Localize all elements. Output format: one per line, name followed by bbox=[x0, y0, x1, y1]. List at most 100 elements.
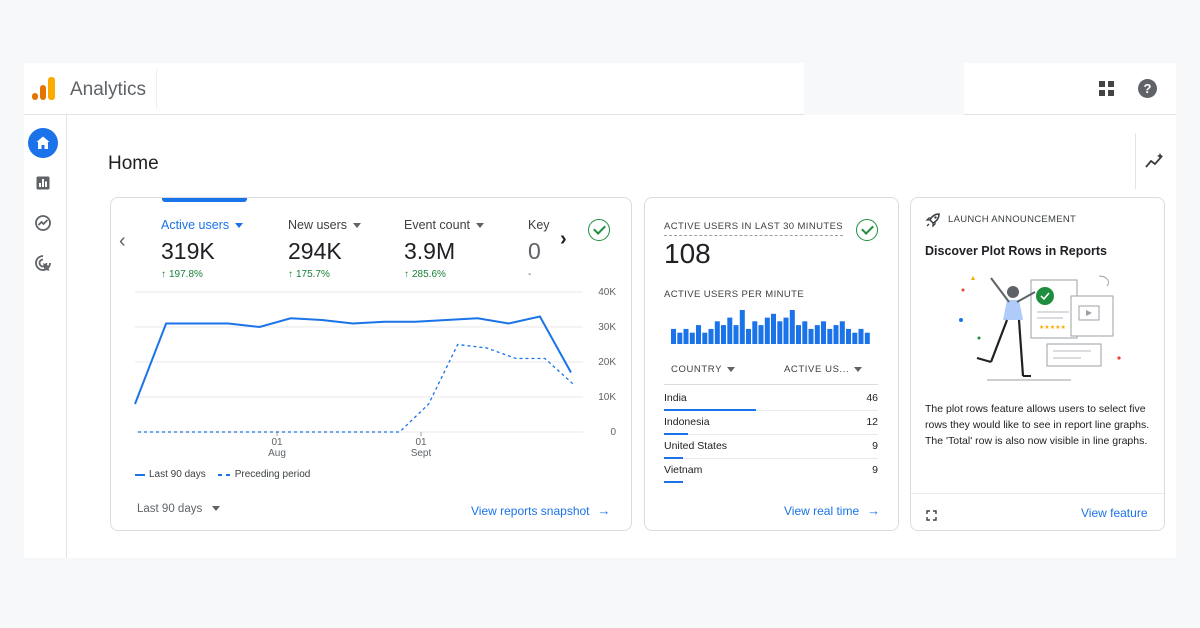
row-divider bbox=[664, 458, 878, 459]
realtime-title[interactable]: ACTIVE USERS IN LAST 30 MINUTES bbox=[664, 221, 844, 236]
y-tick-label: 0 bbox=[610, 427, 616, 438]
row-divider bbox=[664, 434, 878, 435]
series-line-current bbox=[134, 315, 572, 405]
chevron-left-icon[interactable]: ‹ bbox=[119, 230, 126, 252]
advertising-icon[interactable] bbox=[28, 248, 58, 278]
minute-bar bbox=[746, 328, 751, 344]
country-name: India bbox=[664, 392, 687, 404]
chevron-right-icon[interactable]: › bbox=[560, 228, 567, 250]
check-circle-icon[interactable] bbox=[856, 219, 878, 241]
announcement-header: LAUNCH ANNOUNCEMENT bbox=[948, 214, 1077, 225]
minute-bar bbox=[802, 321, 808, 344]
x-tick-day: 01 bbox=[415, 437, 427, 448]
expand-icon[interactable] bbox=[926, 508, 937, 526]
analytics-app: Analytics ? Home ‹ Active users 3 bbox=[24, 63, 1176, 558]
legend-current: Last 90 days bbox=[149, 469, 206, 480]
metric-label: Key bbox=[528, 218, 550, 232]
y-tick-label: 10K bbox=[598, 392, 616, 403]
link-label: View real time bbox=[784, 504, 860, 518]
reports-icon[interactable] bbox=[28, 168, 58, 198]
page-title: Home bbox=[108, 153, 159, 174]
chevron-down-icon bbox=[235, 223, 244, 229]
metric-tab-new-users[interactable]: New users 294K ↑ 175.7% bbox=[288, 218, 362, 280]
minute-bar bbox=[758, 325, 764, 344]
metric-tab-event-count[interactable]: Event count 3.9M ↑ 285.6% bbox=[404, 218, 485, 280]
y-tick-label: 20K bbox=[598, 357, 616, 368]
metric-tab-key-events[interactable]: Key 0 - bbox=[525, 208, 555, 288]
y-tick-label: 40K bbox=[598, 287, 616, 298]
column-label: COUNTRY bbox=[671, 364, 722, 375]
chevron-down-icon bbox=[854, 366, 863, 372]
chevron-down-icon bbox=[212, 506, 221, 512]
table-row[interactable]: United States 9 bbox=[664, 435, 878, 459]
rocket-icon bbox=[925, 212, 941, 233]
legend-previous: Preceding period bbox=[234, 469, 311, 480]
link-label: View reports snapshot bbox=[471, 504, 590, 518]
country-users: 12 bbox=[866, 416, 878, 428]
table-row[interactable]: Vietnam 9 bbox=[664, 459, 878, 483]
svg-text:★★★★★: ★★★★★ bbox=[1039, 324, 1066, 331]
analytics-logo[interactable] bbox=[32, 77, 56, 101]
legend-dashed-swatch bbox=[217, 473, 230, 476]
top-bar: Analytics ? bbox=[24, 63, 1176, 115]
card-divider bbox=[911, 493, 1164, 494]
minute-bar bbox=[683, 328, 689, 344]
side-navigation bbox=[24, 115, 67, 558]
minute-bar bbox=[714, 321, 720, 344]
country-name: Indonesia bbox=[664, 416, 710, 428]
minute-bar bbox=[733, 325, 739, 344]
check-circle-icon[interactable] bbox=[588, 219, 610, 241]
table-row[interactable]: Indonesia 12 bbox=[664, 411, 878, 435]
minute-bar bbox=[852, 332, 858, 344]
per-minute-label: ACTIVE USERS PER MINUTE bbox=[664, 289, 805, 300]
users-column-header[interactable]: ACTIVE US... bbox=[784, 364, 863, 375]
metric-value: 0 bbox=[528, 238, 541, 264]
view-feature-link[interactable]: View feature bbox=[1081, 506, 1148, 520]
date-range-select[interactable]: Last 90 days bbox=[137, 503, 221, 515]
minute-bar bbox=[808, 328, 814, 344]
announcement-illustration: ★★★★★ bbox=[959, 275, 1121, 381]
view-reports-snapshot-link[interactable]: View reports snapshot → bbox=[471, 503, 611, 518]
apps-grid-icon[interactable] bbox=[1099, 81, 1115, 97]
share-bar bbox=[664, 457, 684, 459]
x-tick-month: Sept bbox=[411, 448, 432, 459]
title-divider bbox=[156, 69, 157, 109]
minute-bar bbox=[708, 328, 714, 344]
country-users: 9 bbox=[872, 440, 878, 452]
metric-label: New users bbox=[288, 218, 348, 232]
metric-tab-active-users[interactable]: Active users 319K ↑ 197.8% bbox=[161, 218, 244, 280]
chevron-down-icon bbox=[476, 223, 485, 229]
announcement-title: Discover Plot Rows in Reports bbox=[925, 244, 1107, 258]
active-tab-indicator bbox=[162, 198, 247, 202]
view-real-time-link[interactable]: View real time → bbox=[784, 503, 880, 518]
minute-bar bbox=[727, 317, 733, 344]
topbar-gap bbox=[804, 63, 964, 115]
table-divider bbox=[664, 384, 878, 385]
minute-bar bbox=[677, 332, 683, 344]
insights-divider bbox=[1135, 133, 1136, 189]
minute-bar bbox=[839, 321, 845, 344]
home-icon[interactable] bbox=[28, 128, 58, 158]
table-row[interactable]: India 46 bbox=[664, 387, 878, 411]
minute-bar bbox=[671, 328, 676, 344]
metric-label: Active users bbox=[161, 218, 230, 232]
per-minute-bars bbox=[671, 310, 870, 344]
insights-sparkline-icon[interactable] bbox=[1145, 152, 1165, 175]
explore-icon[interactable] bbox=[28, 208, 58, 238]
minute-bar bbox=[833, 325, 839, 344]
minute-bar bbox=[771, 313, 776, 344]
legend-solid-swatch bbox=[135, 473, 145, 476]
minute-bar bbox=[777, 321, 783, 344]
help-icon[interactable]: ? bbox=[1138, 79, 1157, 98]
metric-value: 294K bbox=[288, 238, 342, 264]
realtime-value: 108 bbox=[664, 238, 711, 269]
app-title[interactable]: Analytics bbox=[70, 79, 147, 100]
minute-bar bbox=[864, 332, 870, 344]
date-range-value: Last 90 days bbox=[137, 503, 203, 515]
x-tick-month: Aug bbox=[268, 448, 286, 459]
y-tick-label: 30K bbox=[598, 322, 616, 333]
metric-change: 285.6% bbox=[412, 269, 446, 280]
minute-bar bbox=[858, 328, 864, 344]
country-column-header[interactable]: COUNTRY bbox=[671, 364, 735, 375]
share-bar bbox=[664, 409, 757, 411]
